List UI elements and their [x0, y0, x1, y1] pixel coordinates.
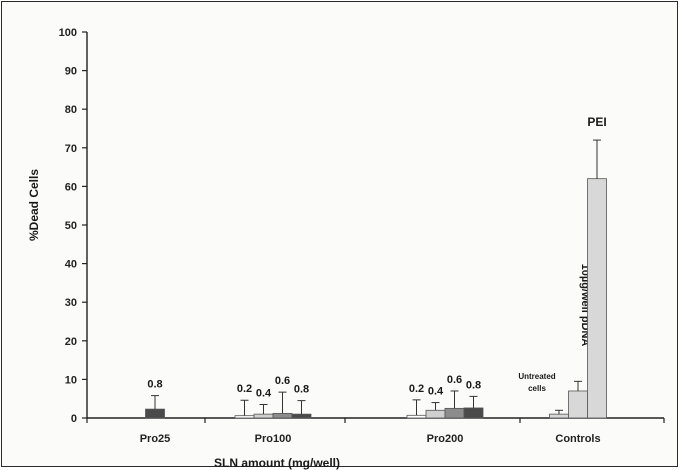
x-tick-label: Pro25	[140, 433, 171, 445]
data-label: 0.8	[294, 384, 309, 396]
y-tick-label: 90	[65, 66, 77, 78]
data-label: 0.8	[147, 379, 162, 391]
bar	[549, 413, 569, 419]
bar	[145, 408, 165, 419]
data-label: 0.6	[447, 374, 462, 386]
y-tick-label: 80	[65, 104, 77, 116]
data-label: 0.8	[466, 379, 481, 391]
y-tick-label: 50	[65, 220, 77, 232]
y-axis-title: %Dead Cells	[27, 169, 41, 241]
y-tick-label: 10	[65, 374, 77, 386]
data-label: PEI	[587, 115, 606, 129]
y-tick-label: 20	[65, 336, 77, 348]
bar	[463, 407, 484, 419]
bar	[425, 409, 446, 419]
bar	[406, 414, 427, 419]
bar	[568, 390, 588, 419]
y-tick-label: 60	[65, 181, 77, 193]
bar	[587, 178, 607, 419]
data-label: Untreated cells	[518, 372, 555, 393]
y-tick-label: 40	[65, 259, 77, 271]
x-axis-title: SLN amount (mg/well)	[214, 456, 340, 470]
data-label: 0.6	[275, 375, 290, 387]
bar	[253, 413, 274, 419]
bar	[444, 407, 465, 419]
y-tick-label: 100	[59, 27, 77, 39]
data-label: 0.2	[409, 383, 424, 395]
y-tick-label: 30	[65, 297, 77, 309]
data-label: 0.4	[428, 386, 444, 398]
x-tick-label: Pro100	[255, 433, 292, 445]
data-label: 0.2	[237, 383, 252, 395]
data-label: 0.4	[256, 387, 272, 399]
bar	[234, 415, 255, 419]
bar	[272, 412, 293, 419]
x-tick-label: Controls	[555, 433, 600, 445]
bar	[291, 413, 312, 419]
y-tick-label: 0	[71, 413, 77, 425]
x-tick-label: Pro200	[427, 433, 464, 445]
data-label-line: Untreated	[518, 372, 555, 381]
y-tick-label: 70	[65, 143, 77, 155]
data-label-line: cells	[528, 384, 546, 393]
